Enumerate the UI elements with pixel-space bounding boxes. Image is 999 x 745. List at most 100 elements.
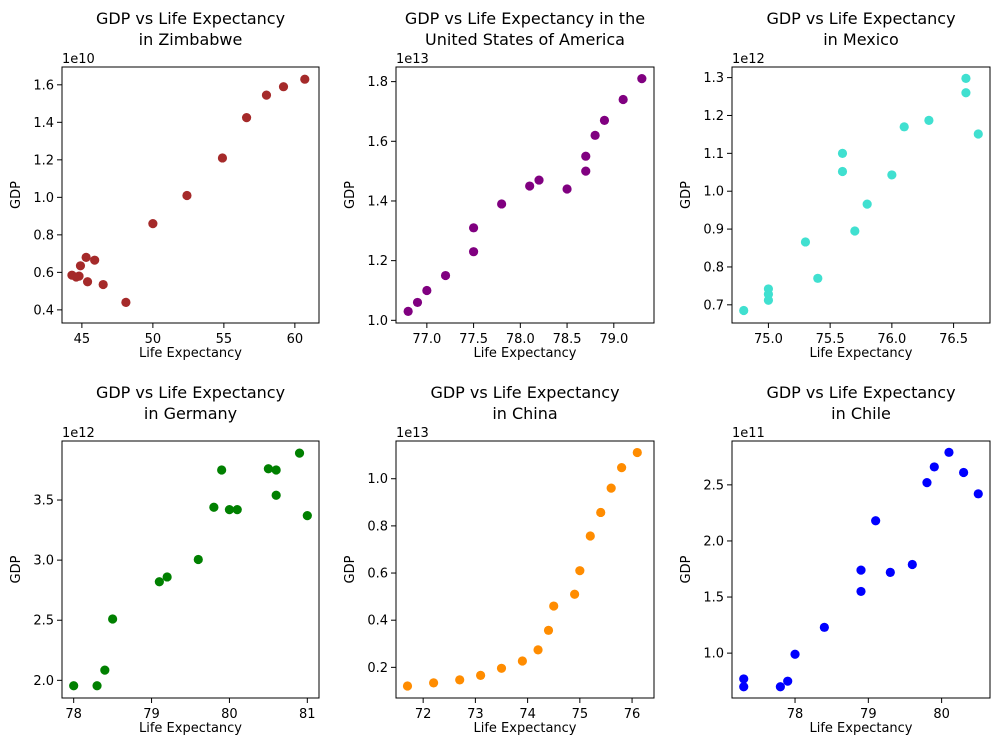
- data-point: [90, 255, 100, 265]
- chart-title-line: GDP vs Life Expectancy: [96, 383, 285, 402]
- data-point: [775, 682, 785, 692]
- y-tick-label: 0.6: [367, 567, 388, 582]
- data-point: [294, 448, 305, 458]
- x-axis-label: Life Expectancy: [809, 721, 912, 736]
- data-point: [549, 601, 559, 611]
- y-offset-label: 1e13: [396, 52, 429, 67]
- subplot-5: GDP vs Life Expectancy in China 1e13 72 73 74…: [343, 383, 655, 736]
- data-point: [422, 285, 432, 296]
- y-tick-label: 2.5: [703, 478, 724, 493]
- y-tick-label: 3.0: [33, 554, 54, 569]
- data-point: [783, 676, 793, 686]
- data-point: [837, 166, 848, 177]
- x-tick-label: 75.5: [816, 332, 845, 347]
- chart-title: GDP vs Life Expectancy in China: [430, 383, 619, 423]
- axes-frame: [61, 66, 320, 324]
- x-axis-label: Life Expectancy: [473, 721, 576, 736]
- y-tick-label: 1.2: [703, 109, 724, 124]
- data-point: [232, 505, 242, 515]
- data-point: [429, 678, 439, 688]
- y-offset-label: 1e11: [732, 426, 765, 441]
- data-point: [575, 566, 585, 576]
- chart-title-line: GDP vs Life Expectancy in the: [405, 9, 645, 28]
- data-point: [217, 465, 227, 475]
- axes-frame: [731, 66, 991, 324]
- chart-title: GDP vs Life Expectancy in Zimbabwe: [96, 9, 285, 49]
- data-point: [69, 681, 79, 691]
- x-axis-label: Life Expectancy: [139, 721, 242, 736]
- data-point: [209, 502, 219, 512]
- y-tick-label: 1.3: [703, 71, 724, 86]
- data-point: [862, 199, 872, 209]
- data-point: [455, 675, 465, 685]
- data-point: [959, 467, 969, 478]
- data-point: [856, 565, 866, 575]
- y-tick-label: 1.5: [703, 591, 724, 606]
- data-point: [790, 649, 800, 659]
- data-point: [581, 151, 591, 161]
- data-point: [468, 223, 479, 233]
- x-tick-label: 80: [221, 707, 238, 722]
- y-axis-label: GDP: [343, 555, 358, 583]
- data-point: [922, 478, 932, 488]
- x-tick-label: 76.0: [877, 332, 906, 347]
- data-point: [154, 577, 164, 587]
- subplot-2: GDP vs Life Expectancy in the United Stat…: [343, 9, 655, 361]
- data-point: [217, 153, 228, 163]
- y-axis-label: GDP: [9, 181, 24, 209]
- y-tick-label: 1.2: [33, 153, 54, 168]
- x-tick-label: 78: [787, 707, 804, 722]
- y-tick-label: 0.9: [703, 223, 724, 238]
- chart-title: GDP vs Life Expectancy in the United Stat…: [405, 9, 645, 49]
- data-point: [162, 572, 172, 582]
- y-axis-label: GDP: [679, 555, 694, 583]
- x-tick-label: 78.0: [506, 332, 535, 347]
- data-point: [570, 589, 580, 599]
- data-point: [98, 279, 108, 290]
- y-tick-label: 3.5: [33, 494, 54, 509]
- chart-title-line: in Chile: [831, 404, 891, 423]
- data-point: [271, 465, 281, 475]
- data-point: [403, 306, 413, 316]
- chart-title-line: GDP vs Life Expectancy: [430, 383, 619, 402]
- y-tick-label: 1.6: [367, 135, 388, 150]
- y-tick-label: 1.0: [367, 314, 388, 329]
- data-point: [596, 507, 606, 518]
- data-point: [924, 115, 934, 125]
- data-point: [800, 237, 811, 247]
- x-axis-label: Life Expectancy: [809, 346, 912, 361]
- y-tick-label: 1.4: [33, 116, 54, 131]
- chart-title-line: GDP vs Life Expectancy: [766, 383, 955, 402]
- chart-title-line: in China: [492, 404, 557, 423]
- data-point: [973, 129, 983, 139]
- data-point: [581, 166, 591, 176]
- data-point: [412, 297, 423, 308]
- x-tick-label: 79: [143, 707, 160, 722]
- y-tick-label: 0.8: [367, 519, 388, 534]
- y-tick-label: 1.8: [367, 75, 388, 90]
- x-tick-label: 77.0: [412, 332, 441, 347]
- y-tick-label: 1.0: [703, 647, 724, 662]
- data-point: [763, 284, 774, 294]
- data-point: [637, 74, 647, 84]
- data-point: [148, 219, 158, 229]
- data-point: [739, 682, 749, 692]
- data-point: [517, 656, 527, 666]
- data-point: [468, 247, 479, 257]
- data-point: [302, 511, 312, 521]
- y-tick-label: 2.0: [33, 674, 54, 689]
- data-point: [534, 175, 544, 185]
- y-tick-label: 0.2: [367, 661, 388, 676]
- data-point: [525, 181, 535, 191]
- data-point: [261, 90, 272, 100]
- y-tick-label: 1.4: [367, 194, 388, 209]
- data-point: [632, 447, 642, 458]
- chart-title-line: in Germany: [144, 404, 237, 423]
- chart-title-line: GDP vs Life Expectancy: [96, 9, 285, 28]
- y-offset-label: 1e12: [62, 426, 95, 441]
- axes-frame: [61, 440, 320, 699]
- chart-title-line: in Zimbabwe: [139, 30, 243, 49]
- data-point: [75, 261, 86, 271]
- data-point: [440, 270, 451, 281]
